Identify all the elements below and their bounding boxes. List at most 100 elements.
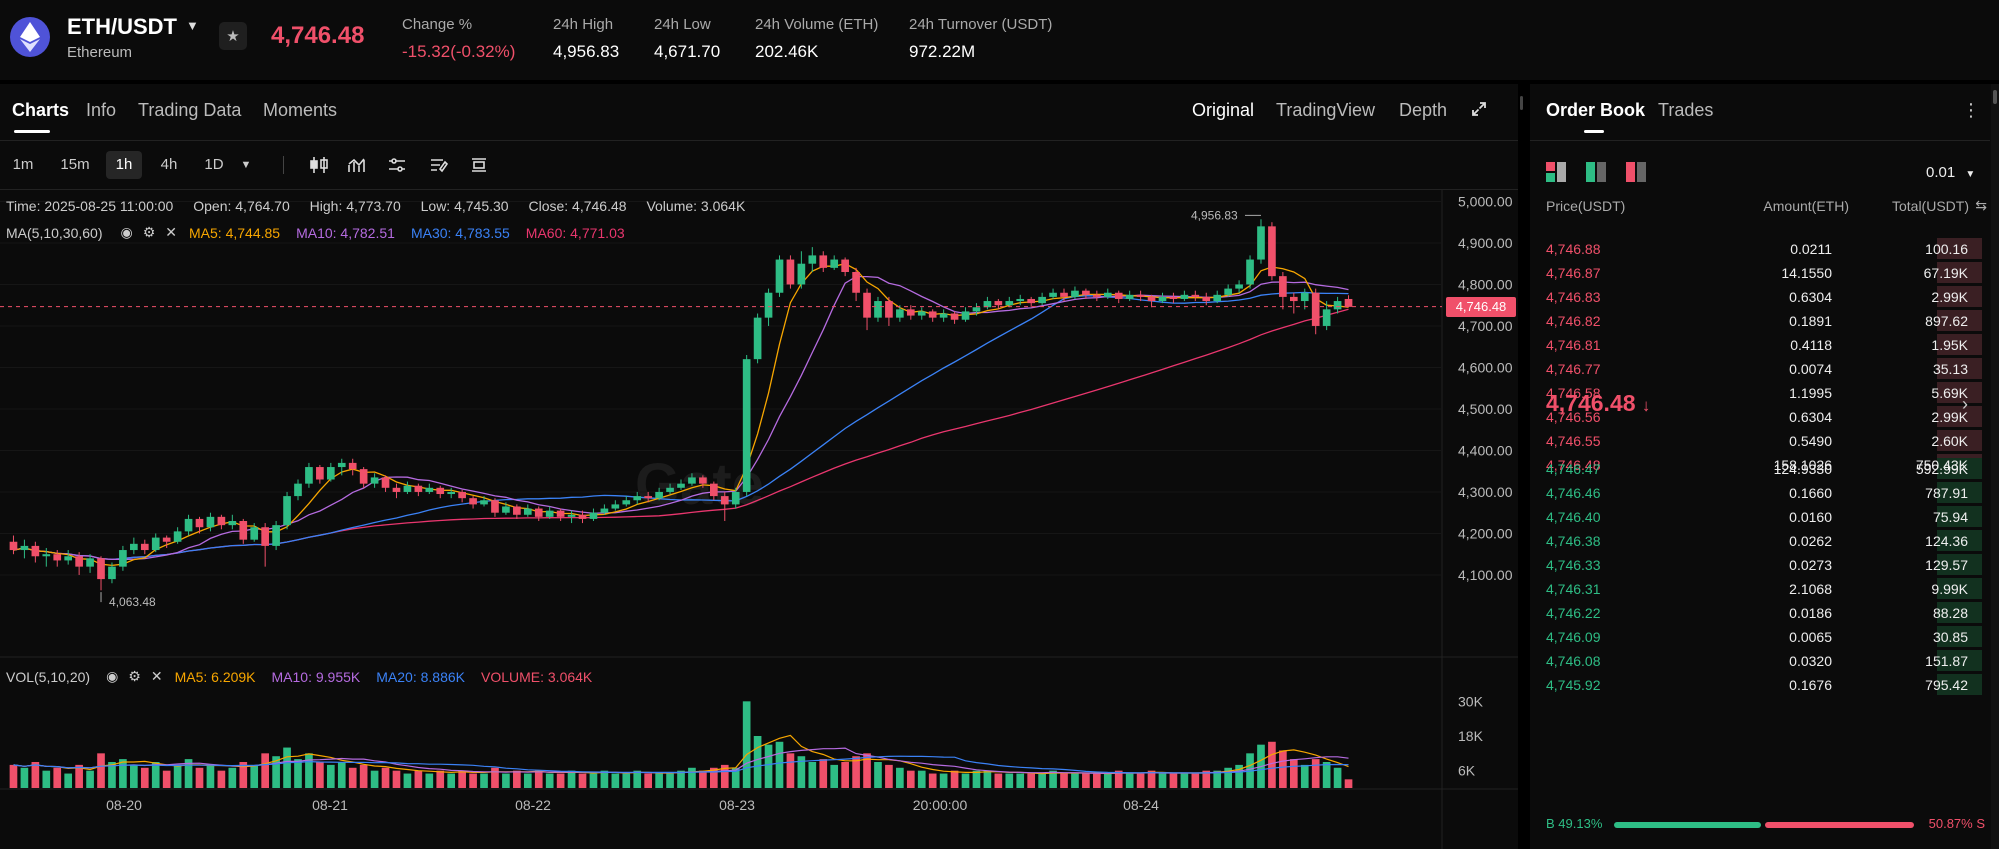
candle-body — [1333, 301, 1342, 310]
layout-icon[interactable] — [468, 154, 490, 176]
ask-row[interactable]: 4,746.48 158.1026 750.43K — [1530, 454, 1982, 476]
chevron-right-icon[interactable]: › — [1962, 394, 1968, 414]
caret-down-icon[interactable]: ▼ — [240, 159, 252, 171]
precision-select[interactable]: 0.01 ▼ — [1926, 164, 1975, 181]
ma-legend-title: MA(5,10,30,60) — [6, 224, 103, 241]
bid-row[interactable]: 4,746.08 0.0320 151.87 — [1530, 650, 1982, 672]
order-price: 4,746.09 — [1546, 629, 1601, 645]
timeframe-1h[interactable]: 1h — [106, 151, 142, 179]
bid-row[interactable]: 4,746.22 0.0186 88.28 — [1530, 602, 1982, 624]
bid-row[interactable]: 4,745.92 0.1676 795.42 — [1530, 674, 1982, 696]
volume-bar — [1279, 750, 1287, 788]
bid-row[interactable]: 4,746.40 0.0160 75.94 — [1530, 506, 1982, 528]
candle-body — [699, 477, 707, 484]
order-amount: 0.4118 — [1790, 337, 1832, 353]
tab-order-book[interactable]: Order Book — [1546, 100, 1646, 120]
market-header: ETH/USDT ▼ Ethereum ★ 4,746.48 Change % … — [0, 0, 1999, 80]
volume-bar — [250, 764, 259, 788]
candle-body — [633, 496, 642, 501]
ask-row[interactable]: 4,746.88 0.0211 100.16 — [1530, 238, 1982, 260]
current-price-tag: 4,746.48 — [1446, 296, 1516, 317]
price-tick-label: 5,000.00 — [1458, 193, 1513, 209]
stat-label: 24h Turnover (USDT) — [909, 16, 1053, 33]
sort-icon[interactable]: ⇆ — [1975, 197, 1987, 213]
active-tab-indicator — [1584, 130, 1604, 133]
bid-row[interactable]: 4,746.47 124.9330 592.99K — [1530, 458, 1982, 480]
ask-row[interactable]: 4,746.83 0.6304 2.99K — [1530, 286, 1982, 308]
pair-title[interactable]: ETH/USDT — [67, 14, 177, 39]
both-sides-icon[interactable] — [1546, 162, 1566, 182]
order-book-scrollbar[interactable] — [1991, 84, 1999, 849]
candle-body — [534, 508, 543, 517]
ask-row[interactable]: 4,746.81 0.4118 1.95K — [1530, 334, 1982, 356]
view-tradingview[interactable]: TradingView — [1276, 100, 1376, 120]
volume-bar — [1027, 773, 1036, 788]
eye-icon[interactable]: ◉ — [106, 668, 119, 684]
order-total: 750.43K — [1915, 457, 1968, 473]
tab-charts[interactable]: Charts — [12, 100, 70, 120]
eye-icon[interactable]: ◉ — [120, 224, 133, 240]
timeframe-1d[interactable]: 1D — [204, 156, 224, 173]
timeframe-4h[interactable]: 4h — [160, 156, 178, 173]
more-vertical-icon[interactable]: ⋮ — [1962, 100, 1980, 120]
candle-body — [841, 259, 849, 272]
price-markers: 4,956.83 4,063.48 — [0, 208, 1442, 609]
candle-body — [86, 558, 94, 567]
ask-row[interactable]: 4,746.55 0.5490 2.60K — [1530, 430, 1982, 452]
vol-ma20-value: MA20: 8.886K — [376, 668, 465, 685]
bid-row[interactable]: 4,746.46 0.1660 787.91 — [1530, 482, 1982, 504]
candlestick-icon[interactable] — [308, 154, 330, 176]
candle-body — [808, 255, 817, 264]
bids-only-icon[interactable] — [1586, 162, 1606, 182]
ask-row[interactable]: 4,746.56 0.6304 2.99K — [1530, 406, 1982, 428]
timeframe-15m[interactable]: 15m — [60, 156, 90, 173]
timeframe-1m[interactable]: 1m — [12, 156, 34, 173]
volume-bar — [108, 762, 116, 788]
price-chart[interactable]: Gate 5,000.004,900.004,800.004,700.004,6… — [0, 84, 1518, 849]
ask-row[interactable]: 4,746.82 0.1891 897.62 — [1530, 310, 1982, 332]
bid-row[interactable]: 4,746.38 0.0262 124.36 — [1530, 530, 1982, 552]
caret-down-icon[interactable]: ▼ — [186, 18, 199, 33]
bid-row[interactable]: 4,746.31 2.1068 9.99K — [1530, 578, 1982, 600]
bid-row[interactable]: 4,746.09 0.0065 30.85 — [1530, 626, 1982, 648]
tab-trading-data[interactable]: Trading Data — [138, 100, 242, 120]
order-total: 592.99K — [1915, 461, 1968, 477]
volume-bar — [425, 773, 434, 788]
tab-moments[interactable]: Moments — [263, 100, 338, 120]
settings-icon[interactable]: ⚙ — [128, 668, 141, 684]
stat-value: 4,956.83 — [553, 42, 620, 61]
drawing-icon[interactable] — [428, 154, 450, 176]
settings-sliders-icon[interactable] — [386, 154, 408, 176]
order-total: 2.99K — [1931, 289, 1968, 305]
settings-icon[interactable]: ⚙ — [142, 224, 156, 240]
time-tick-label: 08-23 — [719, 797, 755, 813]
order-total: 124.36 — [1925, 533, 1968, 549]
tab-trades[interactable]: Trades — [1658, 100, 1714, 120]
volume-bar — [1191, 773, 1200, 788]
indicator-icon[interactable] — [346, 154, 368, 176]
panel-resize-handle[interactable] — [1520, 96, 1523, 110]
star-icon[interactable]: ★ — [219, 22, 247, 50]
candle-body — [1038, 296, 1046, 304]
scrollbar-thumb[interactable] — [1993, 90, 1997, 104]
tab-info[interactable]: Info — [86, 100, 117, 120]
stat-change: Change % -15.32(-0.32%) — [402, 16, 515, 62]
volume-bar — [447, 773, 456, 788]
header-price: Price(USDT) — [1546, 198, 1626, 214]
ask-row[interactable]: 4,746.87 14.1550 67.19K — [1530, 262, 1982, 284]
asks-only-icon[interactable] — [1626, 162, 1646, 182]
candle-body — [294, 483, 302, 497]
volume-bar — [819, 759, 828, 788]
depth-bar — [1937, 602, 1982, 623]
volume-bar — [1322, 762, 1331, 788]
view-depth[interactable]: Depth — [1399, 100, 1448, 120]
expand-icon[interactable] — [1468, 98, 1490, 120]
bid-row[interactable]: 4,746.33 0.0273 129.57 — [1530, 554, 1982, 576]
ask-row[interactable]: 4,746.77 0.0074 35.13 — [1530, 358, 1982, 380]
ask-row[interactable]: 4,746.58 1.1995 5.69K — [1530, 382, 1982, 404]
volume-tick-label: 18K — [1458, 728, 1484, 744]
volume-bar — [523, 773, 532, 788]
view-original[interactable]: Original — [1192, 100, 1255, 120]
close-icon[interactable]: ✕ — [150, 668, 163, 684]
close-icon[interactable]: ✕ — [165, 224, 178, 240]
